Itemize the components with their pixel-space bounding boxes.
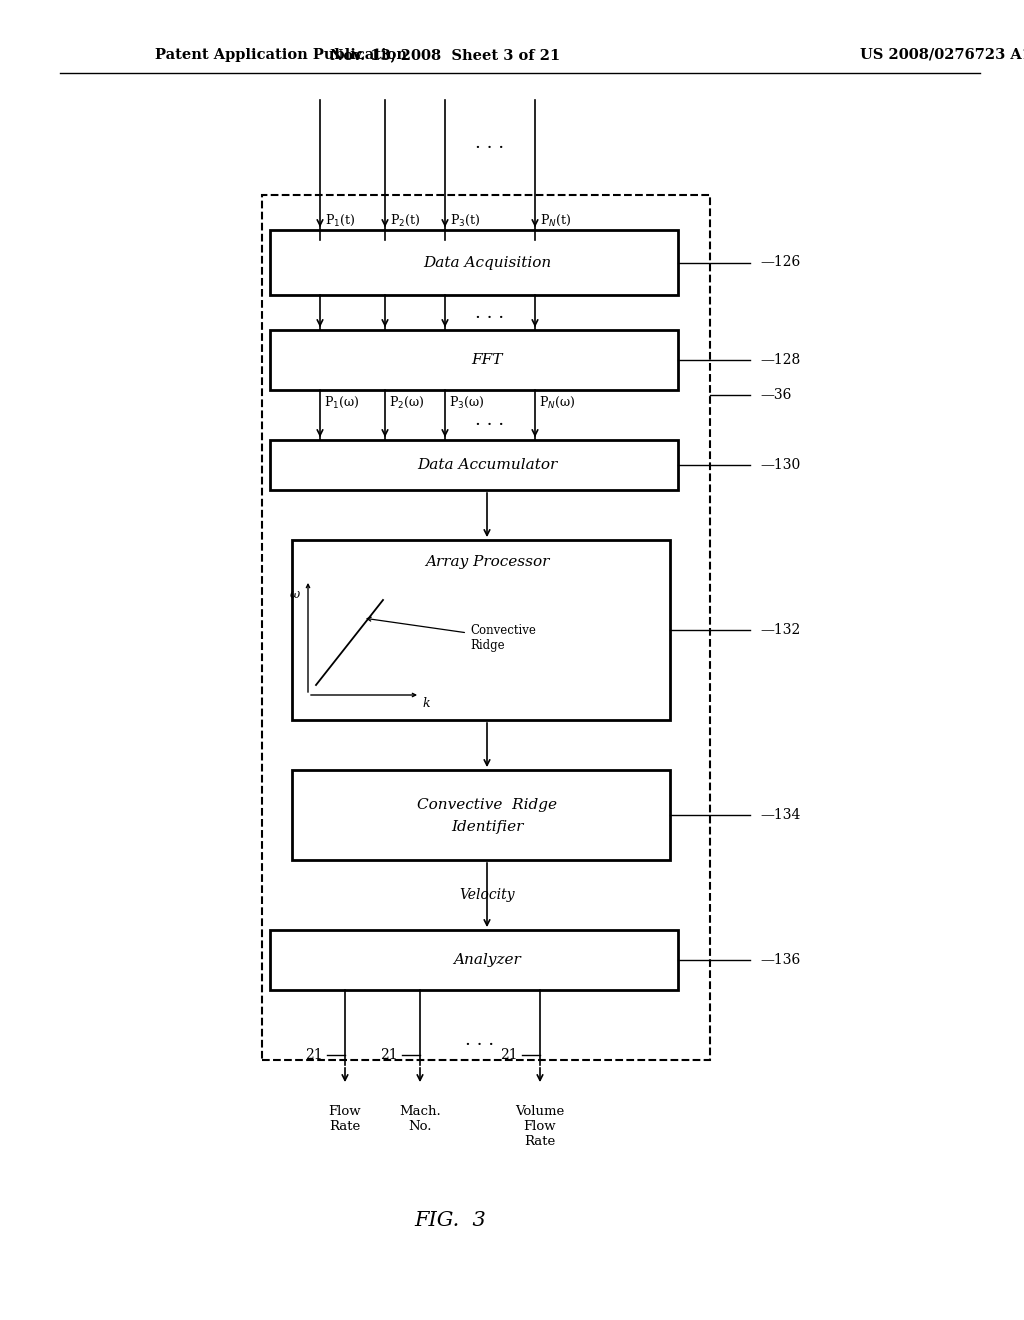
- Text: ω: ω: [290, 587, 300, 601]
- Text: —134: —134: [760, 808, 801, 822]
- Text: . . .: . . .: [475, 411, 505, 429]
- Text: Velocity: Velocity: [459, 888, 515, 902]
- Text: P$_1$(ω): P$_1$(ω): [324, 395, 359, 411]
- Bar: [270, 440, 678, 490]
- Text: . . .: . . .: [466, 1031, 495, 1049]
- Text: P$_2$(ω): P$_2$(ω): [389, 395, 425, 411]
- Text: —130: —130: [760, 458, 800, 473]
- Bar: [262, 195, 710, 1060]
- Text: FFT: FFT: [471, 352, 503, 367]
- Text: Mach.
No.: Mach. No.: [399, 1105, 441, 1133]
- Text: Nov. 13, 2008  Sheet 3 of 21: Nov. 13, 2008 Sheet 3 of 21: [330, 48, 560, 62]
- Text: Data Accumulator: Data Accumulator: [417, 458, 557, 473]
- Bar: [292, 770, 670, 861]
- Text: k: k: [422, 697, 430, 710]
- Text: P$_3$(t): P$_3$(t): [450, 213, 480, 228]
- Text: Patent Application Publication: Patent Application Publication: [155, 48, 407, 62]
- Text: —132: —132: [760, 623, 800, 638]
- Text: —36: —36: [760, 388, 792, 403]
- Bar: [270, 230, 678, 294]
- Text: Analyzer: Analyzer: [454, 953, 521, 968]
- Text: Flow
Rate: Flow Rate: [329, 1105, 361, 1133]
- Bar: [270, 330, 678, 389]
- Text: P$_3$(ω): P$_3$(ω): [449, 395, 484, 411]
- Text: FIG.  3: FIG. 3: [414, 1210, 485, 1229]
- Text: . . .: . . .: [475, 304, 505, 322]
- Text: Volume
Flow
Rate: Volume Flow Rate: [515, 1105, 564, 1148]
- Text: 21: 21: [380, 1048, 398, 1063]
- Text: —126: —126: [760, 256, 800, 269]
- Text: US 2008/0276723 A1: US 2008/0276723 A1: [860, 48, 1024, 62]
- Text: Array Processor: Array Processor: [425, 554, 549, 569]
- Text: —128: —128: [760, 352, 800, 367]
- Bar: [292, 540, 670, 719]
- Text: Convective
Ridge: Convective Ridge: [368, 618, 536, 652]
- Text: 21: 21: [501, 1048, 518, 1063]
- Text: P$_1$(t): P$_1$(t): [325, 213, 355, 228]
- Text: P$_N$(t): P$_N$(t): [540, 213, 571, 228]
- Text: —136: —136: [760, 953, 800, 968]
- Text: . . .: . . .: [475, 135, 505, 152]
- Text: Convective  Ridge: Convective Ridge: [417, 799, 557, 812]
- Text: P$_N$(ω): P$_N$(ω): [539, 395, 575, 411]
- Text: Data Acquisition: Data Acquisition: [423, 256, 551, 269]
- Text: 21: 21: [305, 1048, 323, 1063]
- Text: P$_2$(t): P$_2$(t): [390, 213, 420, 228]
- Text: Identifier: Identifier: [451, 820, 523, 834]
- Bar: [270, 931, 678, 990]
